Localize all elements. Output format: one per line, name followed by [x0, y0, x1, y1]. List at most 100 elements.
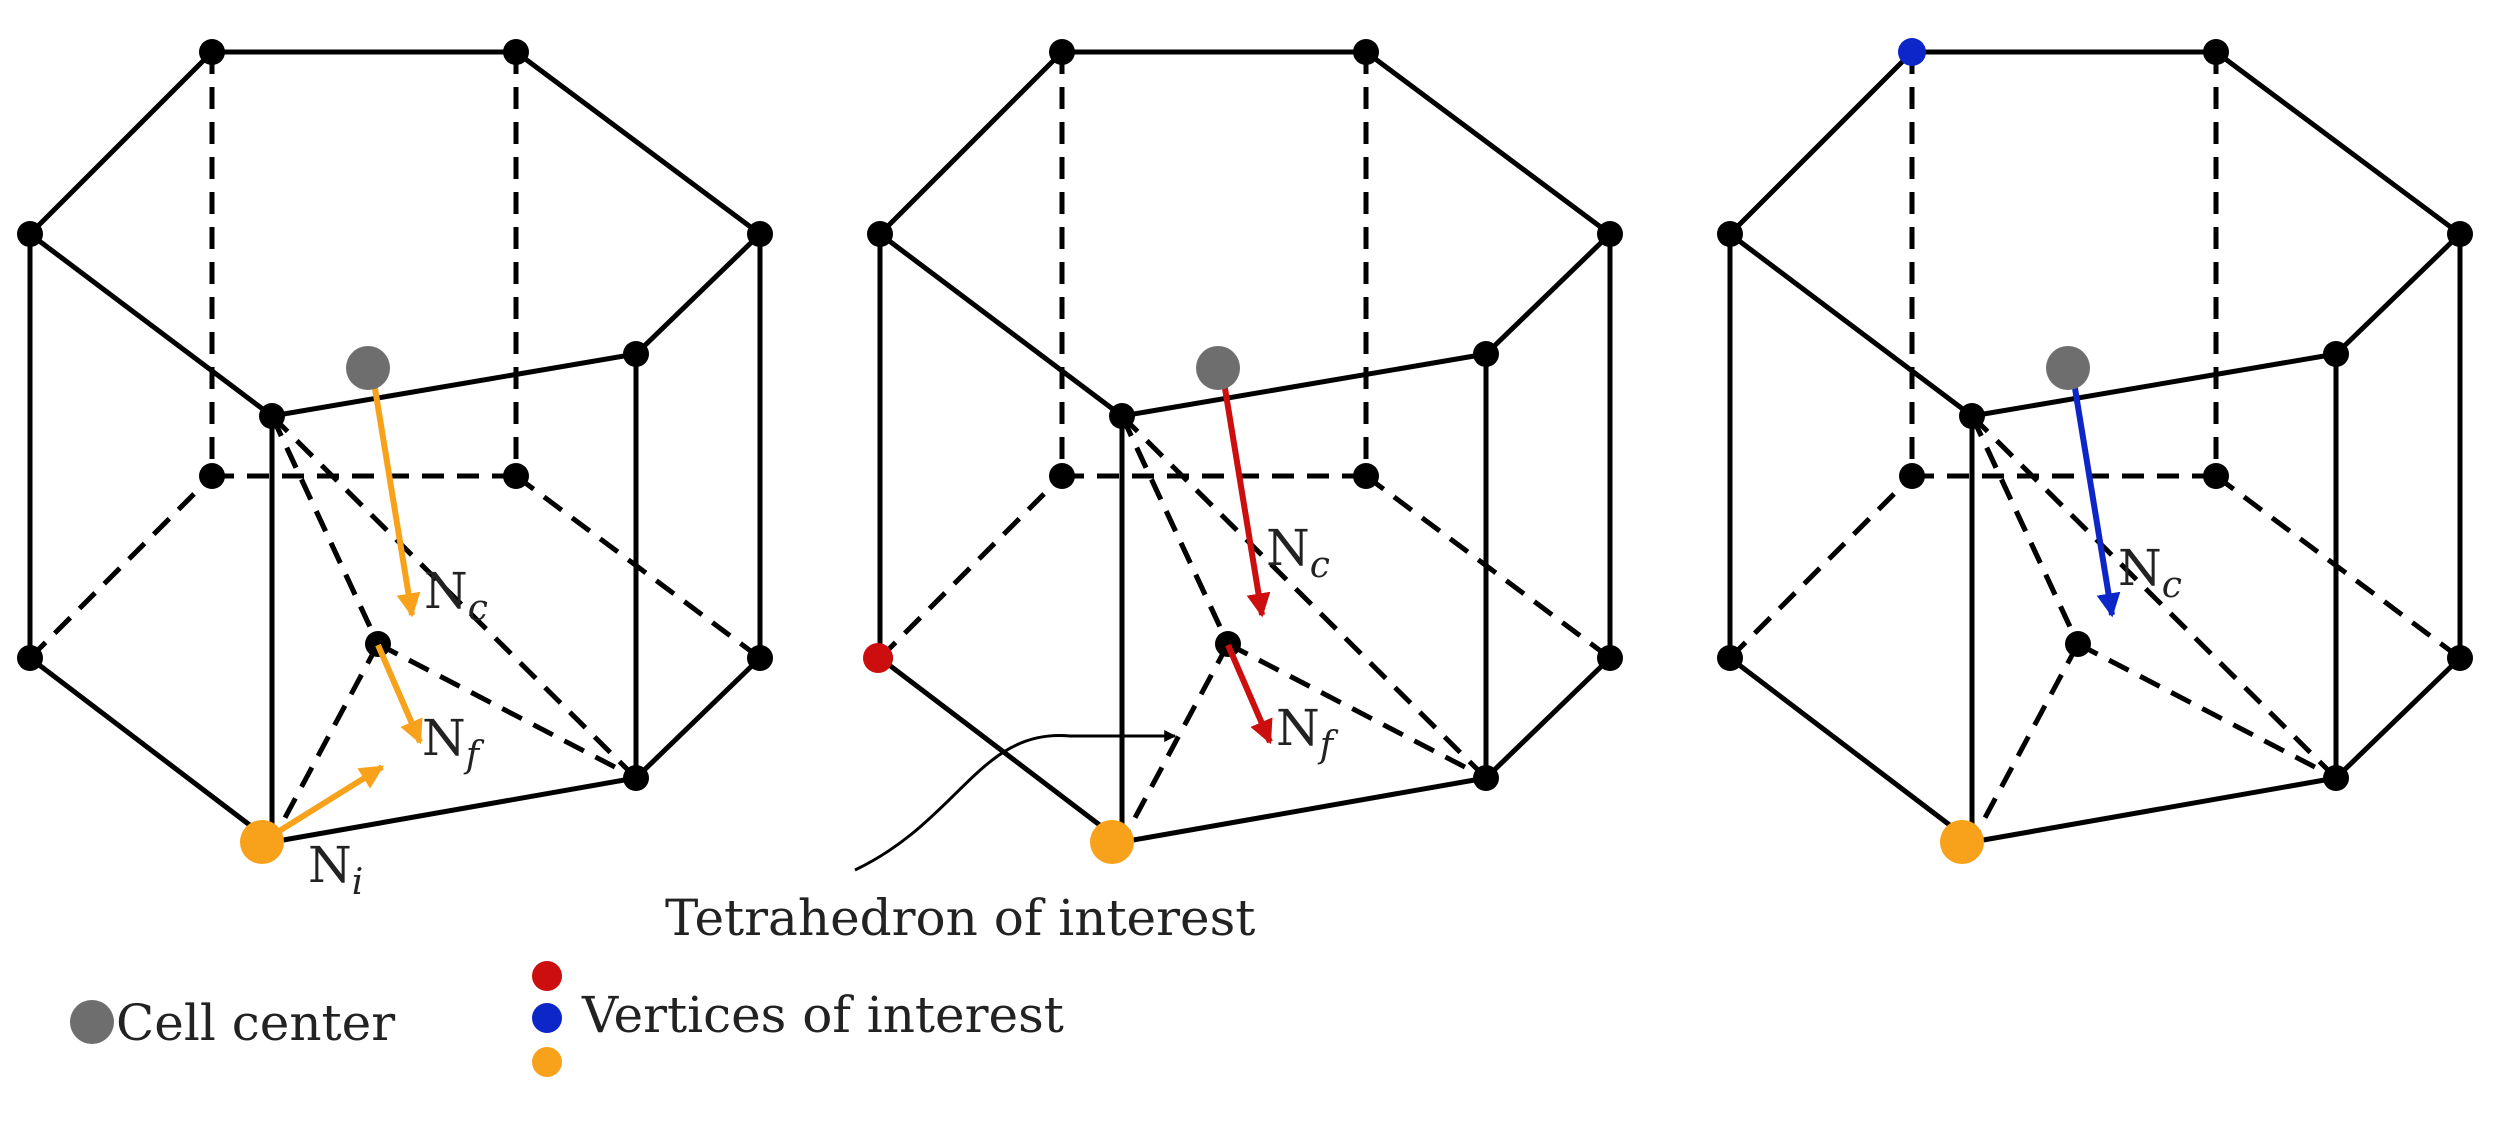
face-center-vertex [1215, 631, 1241, 657]
solid-edge [634, 232, 762, 356]
nc-label: Nc [1266, 519, 1330, 586]
hexagon-2-arrows [1219, 369, 1273, 745]
vertex [1353, 463, 1379, 489]
hexagon-1-vertices [17, 39, 773, 791]
solid-edge [878, 50, 1064, 236]
legend-blue-swatch [532, 1003, 562, 1033]
nf-arrow [1225, 643, 1273, 745]
vertex [503, 39, 529, 65]
cell-center-dot [2046, 346, 2090, 390]
vertex [1597, 221, 1623, 247]
legend-red-swatch [532, 961, 562, 991]
vertex [2203, 39, 2229, 65]
hexagon-3-edges [1727, 49, 2463, 845]
vertex [747, 645, 773, 671]
solid-edge [1728, 232, 1974, 418]
hidden-edge [1970, 414, 2338, 780]
hidden-edge [878, 474, 1064, 660]
hidden-edge [2214, 473, 2462, 661]
vertex [1717, 221, 1743, 247]
hidden-edge [514, 473, 762, 661]
vertex [1597, 645, 1623, 671]
solid-edge [1484, 232, 1612, 356]
vertex [199, 463, 225, 489]
hidden-edge [1728, 474, 1914, 660]
hexagon-1-arrows [266, 369, 423, 841]
ni-arrow [266, 764, 385, 841]
solid-edge [28, 232, 274, 418]
solid-edge [514, 49, 762, 237]
vertex [199, 39, 225, 65]
solid-edge [1121, 351, 1487, 419]
nc-arrow [1219, 369, 1271, 618]
vertex [17, 645, 43, 671]
legend-orange-swatch [532, 1047, 562, 1077]
solid-edge [878, 656, 1124, 844]
hexagon-2-edges [877, 49, 1613, 845]
vertex [2447, 221, 2473, 247]
solid-edge [2334, 232, 2462, 356]
annotation-label: Tetrahedron of interest [665, 889, 1255, 947]
vertex [623, 765, 649, 791]
hexagon-1-edges [27, 49, 763, 845]
vertex-of-interest-orange [1940, 820, 1984, 864]
hidden-edge [2076, 641, 2338, 781]
hidden-edge [1226, 641, 1488, 781]
hidden-edge [270, 414, 638, 780]
hidden-edge [376, 641, 638, 781]
vertex [259, 403, 285, 429]
hidden-edge [1119, 414, 1231, 646]
hidden-edge [269, 414, 381, 646]
vertex-of-interest-orange [1090, 820, 1134, 864]
nf-label: Nf [1276, 699, 1339, 766]
legend-cell-center-label: Cell center [116, 994, 395, 1052]
vertex [1049, 463, 1075, 489]
nf-label: Nf [422, 709, 485, 776]
vertex [17, 221, 43, 247]
vertex [2203, 463, 2229, 489]
hidden-edge [1119, 642, 1231, 844]
face-center-vertex [365, 631, 391, 657]
vertex [867, 221, 893, 247]
nc-label: Nc [2118, 539, 2182, 606]
nc-arrow [369, 369, 421, 618]
hexagon-3-arrows [2069, 369, 2121, 618]
solid-edge [271, 775, 637, 845]
solid-edge [634, 656, 762, 780]
vertex [1473, 341, 1499, 367]
hexagon-3: Nc [1717, 38, 2473, 864]
vertex-of-interest-red [863, 643, 893, 673]
legend-vertices-label: Vertices of interest [581, 986, 1064, 1044]
solid-edge [1728, 656, 1974, 844]
solid-edge [2214, 49, 2462, 237]
solid-edge [1728, 50, 1914, 236]
vertex-of-interest-blue [1898, 38, 1926, 66]
vertex [747, 221, 773, 247]
hidden-edge [1969, 414, 2081, 646]
hidden-edge [1364, 473, 1612, 661]
solid-edge [28, 656, 274, 844]
hidden-edge [1120, 414, 1488, 780]
hidden-edge [269, 642, 381, 844]
vertex [1109, 403, 1135, 429]
hidden-edge [1969, 642, 2081, 844]
nc-label: Nc [424, 562, 488, 629]
vertex [1049, 39, 1075, 65]
vertex [1717, 645, 1743, 671]
hexagon-3-vertices [1717, 39, 2473, 791]
solid-edge [271, 351, 637, 419]
vertex-of-interest-orange [240, 820, 284, 864]
solid-edge [28, 50, 214, 236]
vertex [1899, 463, 1925, 489]
face-center-vertex [2065, 631, 2091, 657]
solid-edge [1121, 775, 1487, 845]
cell-center-dot [346, 346, 390, 390]
legend: Cell center Vertices of interest [70, 961, 1064, 1077]
ni-label: Ni [308, 836, 363, 903]
annotation-arrow [854, 730, 1177, 872]
cell-center-dot [1196, 346, 1240, 390]
solid-edge [878, 232, 1124, 418]
vertex [2447, 645, 2473, 671]
hexagon-2: Nc Nf [863, 39, 1623, 864]
